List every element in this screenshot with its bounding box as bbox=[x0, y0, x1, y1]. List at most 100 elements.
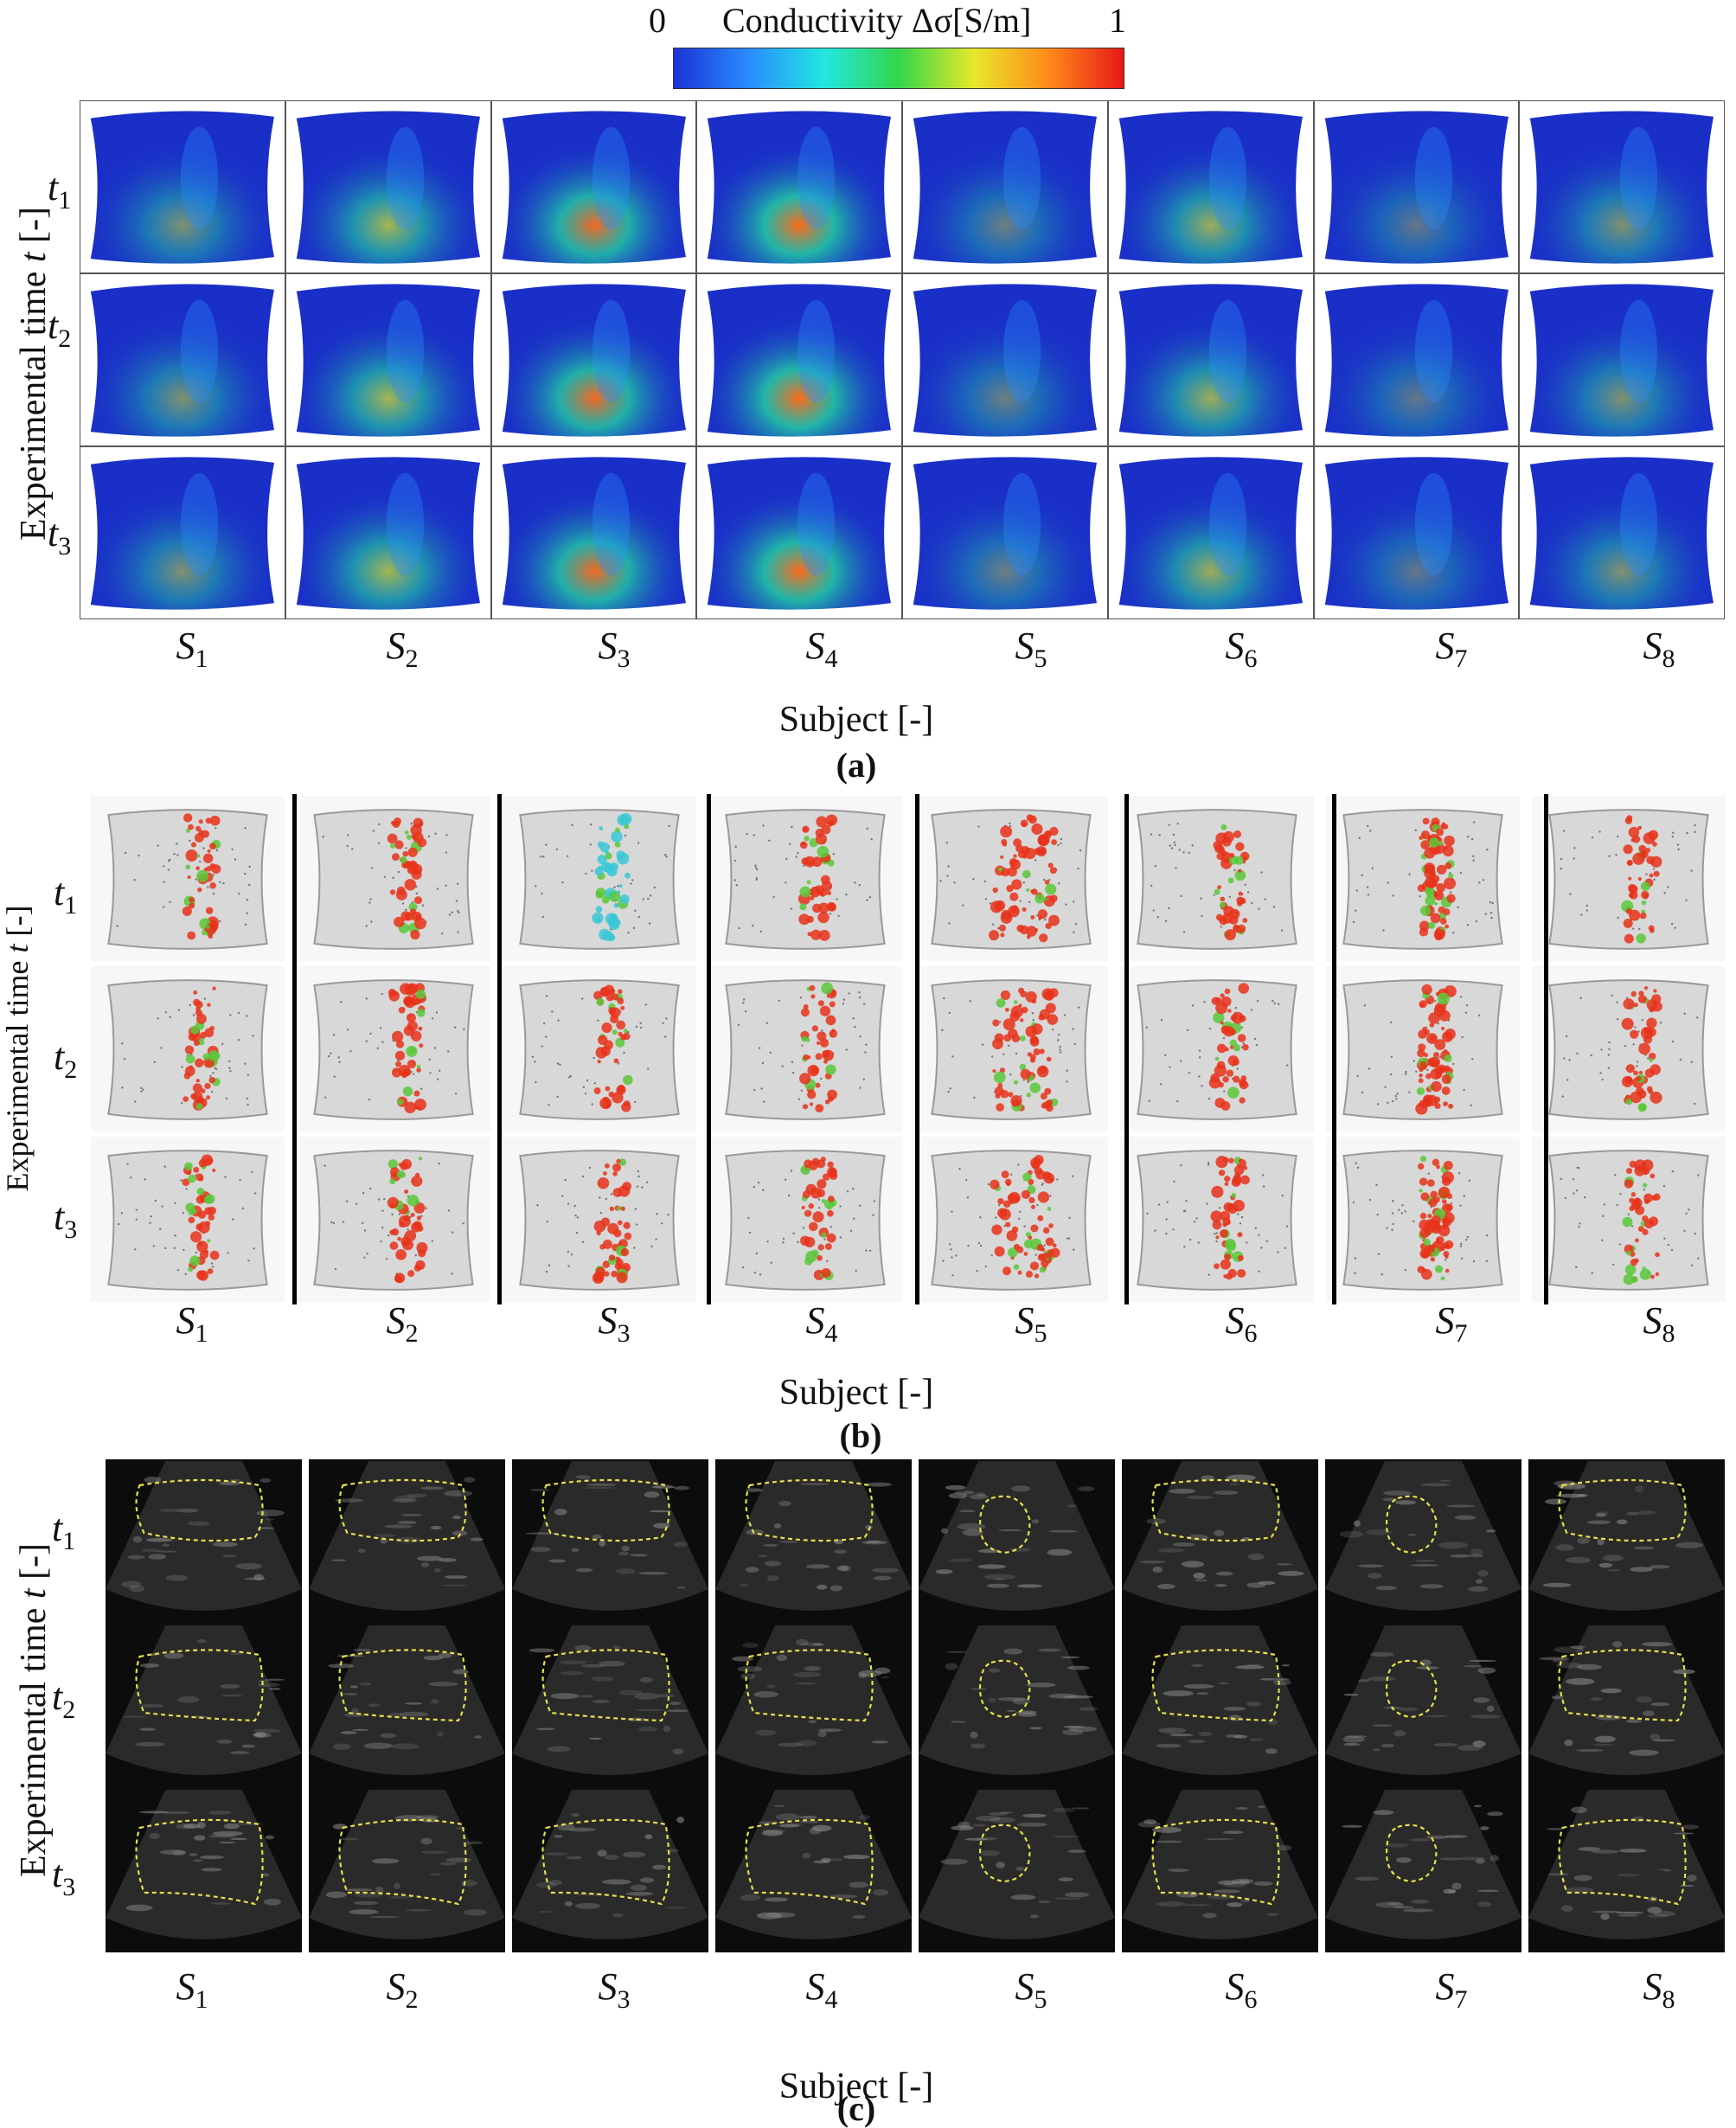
c-subject-label-4: S4 bbox=[805, 1965, 838, 2015]
ultrasound-image-t2-s3 bbox=[512, 1624, 708, 1788]
conductivity-map-t1-s1 bbox=[80, 100, 285, 273]
panel-b-separator-7 bbox=[1544, 794, 1548, 1304]
conductivity-map-t3-s1 bbox=[80, 446, 285, 619]
a-subject-label-5: S5 bbox=[1015, 625, 1047, 674]
row-label-t3-b: t3 bbox=[54, 1195, 78, 1245]
ultrasound-image-t1-s3 bbox=[512, 1459, 708, 1624]
panel-b-separator-1 bbox=[292, 794, 297, 1304]
c-subject-label-6: S6 bbox=[1225, 1965, 1258, 2015]
segmentation-mesh-t2-s8 bbox=[1532, 966, 1726, 1131]
segmentation-mesh-t3-s2 bbox=[297, 1137, 490, 1302]
ultrasound-image-t3-s8 bbox=[1528, 1788, 1725, 1952]
x-axis-label-c: Subject [-] bbox=[778, 2067, 934, 2106]
segmentation-mesh-t3-s3 bbox=[503, 1137, 696, 1302]
row-label-t3-c: t3 bbox=[52, 1853, 76, 1902]
b-subject-label-4: S4 bbox=[805, 1299, 838, 1349]
segmentation-mesh-t2-s4 bbox=[708, 966, 902, 1131]
segmentation-mesh-t2-s6 bbox=[1120, 966, 1314, 1131]
conductivity-map-t3-s7 bbox=[1313, 446, 1520, 619]
b-subject-label-7: S7 bbox=[1435, 1299, 1468, 1349]
segmentation-mesh-t2-s3 bbox=[503, 966, 696, 1131]
panel-c-image-grid bbox=[106, 1459, 1725, 1952]
conductivity-map-t2-s7 bbox=[1313, 273, 1520, 446]
conductivity-map-t2-s8 bbox=[1519, 273, 1725, 446]
b-subject-label-5: S5 bbox=[1015, 1299, 1047, 1349]
b-subject-label-2: S2 bbox=[386, 1299, 419, 1349]
x-axis-label-a: Subject [-] bbox=[778, 700, 934, 740]
y-axis-label-a: Experimental time t [-] bbox=[14, 206, 54, 542]
panel-b-separator-6 bbox=[1332, 794, 1336, 1304]
c-subject-label-8: S8 bbox=[1643, 1965, 1675, 2015]
conductivity-map-t2-s2 bbox=[285, 273, 491, 446]
ultrasound-image-t3-s7 bbox=[1325, 1788, 1521, 1952]
segmentation-mesh-t2-s2 bbox=[297, 966, 490, 1131]
row-label-t2-b: t2 bbox=[54, 1035, 78, 1085]
segmentation-mesh-t1-s1 bbox=[91, 796, 285, 961]
row-label-t1-b: t1 bbox=[54, 871, 78, 920]
panel-b-image-grid bbox=[91, 796, 1726, 1302]
segmentation-mesh-t1-s2 bbox=[297, 796, 490, 961]
b-subject-label-3: S3 bbox=[598, 1299, 631, 1349]
ultrasound-image-t1-s2 bbox=[309, 1459, 505, 1624]
c-subject-label-3: S3 bbox=[598, 1965, 631, 2015]
segmentation-mesh-t1-s5 bbox=[914, 796, 1108, 961]
c-subject-label-2: S2 bbox=[386, 1965, 419, 2015]
colorbar-title: Conductivity Δσ[S/m] bbox=[722, 1, 1032, 40]
ultrasound-image-t1-s6 bbox=[1122, 1459, 1318, 1624]
panel-b-separator-5 bbox=[1124, 794, 1129, 1304]
segmentation-mesh-t3-s4 bbox=[708, 1137, 902, 1302]
segmentation-mesh-t2-s7 bbox=[1326, 966, 1520, 1131]
ultrasound-image-t1-s8 bbox=[1528, 1459, 1725, 1624]
ultrasound-image-t3-s5 bbox=[919, 1788, 1115, 1952]
row-label-t1-c: t1 bbox=[52, 1507, 76, 1556]
row-label-t3: t3 bbox=[48, 512, 72, 561]
ultrasound-image-t2-s1 bbox=[106, 1624, 302, 1788]
ultrasound-image-t3-s4 bbox=[715, 1788, 912, 1952]
conductivity-map-t2-s3 bbox=[490, 273, 697, 446]
conductivity-map-t3-s6 bbox=[1107, 446, 1314, 619]
panel-label-c: (c) bbox=[836, 2089, 876, 2128]
panel-label-b: (b) bbox=[839, 1416, 882, 1455]
segmentation-mesh-t3-s7 bbox=[1326, 1137, 1520, 1302]
a-subject-label-2: S2 bbox=[386, 625, 419, 674]
conductivity-map-t1-s7 bbox=[1313, 100, 1520, 273]
y-axis-label-b: Experimental time t [-] bbox=[0, 905, 35, 1192]
a-subject-label-4: S4 bbox=[805, 625, 838, 674]
a-subject-label-1: S1 bbox=[176, 625, 208, 674]
b-subject-label-6: S6 bbox=[1225, 1299, 1258, 1349]
segmentation-mesh-t2-s5 bbox=[914, 966, 1108, 1131]
segmentation-mesh-t2-s1 bbox=[91, 966, 285, 1131]
conductivity-map-t1-s5 bbox=[902, 100, 1108, 273]
conductivity-map-t3-s2 bbox=[285, 446, 491, 619]
conductivity-map-t2-s1 bbox=[80, 273, 285, 446]
segmentation-mesh-t3-s6 bbox=[1120, 1137, 1314, 1302]
row-label-t1: t1 bbox=[48, 166, 72, 215]
conductivity-map-t1-s4 bbox=[696, 100, 902, 273]
a-subject-label-3: S3 bbox=[598, 625, 631, 674]
segmentation-mesh-t1-s3 bbox=[503, 796, 696, 961]
panel-b-separator-2 bbox=[497, 794, 502, 1304]
ultrasound-image-t2-s8 bbox=[1528, 1624, 1725, 1788]
row-label-t2-c: t2 bbox=[52, 1676, 76, 1725]
ultrasound-image-t2-s7 bbox=[1325, 1624, 1521, 1788]
segmentation-mesh-t1-s7 bbox=[1326, 796, 1520, 961]
ultrasound-image-t3-s3 bbox=[512, 1788, 708, 1952]
conductivity-map-t2-s6 bbox=[1107, 273, 1314, 446]
conductivity-map-t2-s5 bbox=[902, 273, 1108, 446]
conductivity-map-t3-s5 bbox=[902, 446, 1108, 619]
a-subject-label-7: S7 bbox=[1435, 625, 1468, 674]
conductivity-map-t3-s4 bbox=[696, 446, 902, 619]
c-subject-label-1: S1 bbox=[176, 1965, 208, 2015]
ultrasound-image-t3-s1 bbox=[106, 1788, 302, 1952]
conductivity-map-t1-s8 bbox=[1519, 100, 1725, 273]
colorbar bbox=[673, 48, 1124, 89]
c-subject-label-7: S7 bbox=[1435, 1965, 1468, 2015]
ultrasound-image-t1-s1 bbox=[106, 1459, 302, 1624]
colorbar-min-label: 0 bbox=[649, 1, 666, 40]
conductivity-map-t1-s6 bbox=[1107, 100, 1314, 273]
c-subject-label-5: S5 bbox=[1015, 1965, 1047, 2015]
ultrasound-image-t1-s7 bbox=[1325, 1459, 1521, 1624]
panel-b-separator-4 bbox=[915, 794, 919, 1304]
ultrasound-image-t2-s5 bbox=[919, 1624, 1115, 1788]
a-subject-label-6: S6 bbox=[1225, 625, 1258, 674]
